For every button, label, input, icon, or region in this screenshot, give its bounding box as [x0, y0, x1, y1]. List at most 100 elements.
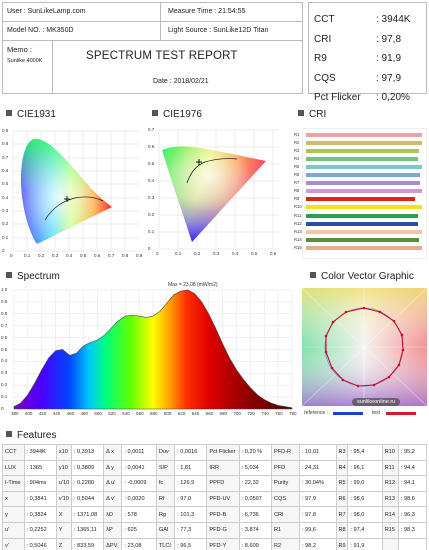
cri-bar	[306, 133, 422, 137]
cie1931-y-tick: 0.6	[2, 168, 9, 173]
features-key: v'	[2, 537, 25, 550]
features-value: : 6,736	[238, 506, 272, 523]
features-value: : 94,4	[397, 459, 428, 477]
spectrum-x-tick: 500	[94, 411, 102, 416]
features-key: R9	[335, 537, 349, 550]
features-key: I-Time	[2, 475, 25, 492]
cie1976-y-tick: 0.2	[148, 212, 155, 217]
cie1976-diagram	[158, 129, 279, 250]
features-row: I-Time: 904ms u'10: 0,2280 Δ u': -0,0009 fc…	[2, 475, 428, 492]
summary-value: : 91,9	[376, 53, 402, 64]
summary-row: R9: 91,9	[314, 49, 410, 69]
features-table: CCT: 3944K x10: 0,3913 Δ x: 0,0011 Duv: 0,0…	[2, 444, 428, 550]
section-marker-icon	[310, 272, 316, 278]
features-value: : -0,0009	[121, 475, 157, 492]
spectrum-x-tick: 680	[219, 411, 228, 416]
features-row: x: 0,3841 v'10: 0,5044 Δ v': 0,0020 Rf: 97,…	[2, 490, 428, 508]
features-key: CQS	[270, 490, 300, 508]
features-value: : 0,3809	[70, 459, 105, 477]
spectrum-chart	[13, 289, 293, 410]
features-key: λD	[103, 506, 123, 523]
features-value: : 5,034	[238, 459, 272, 477]
cri-bar-label: R1	[294, 132, 300, 137]
header-divider-memo	[52, 40, 53, 94]
cri-bar-label: R3	[294, 148, 300, 154]
spectrum-x-tick: 640	[191, 411, 200, 416]
summary-label: CQS	[314, 72, 336, 84]
features-key: Pct Flicker	[206, 444, 240, 461]
spectrum-x-tick: 660	[205, 411, 214, 416]
features-key: Purity	[270, 475, 300, 492]
spectrum-x-tick: 760	[275, 411, 283, 416]
color-vector-chart	[302, 288, 427, 406]
cri-bar	[306, 149, 420, 154]
features-key: R11	[381, 459, 399, 477]
memo-value: Sunlike 4000K	[7, 58, 43, 64]
cie1931-x-tick: 0.5	[80, 253, 87, 258]
features-key: PFD-R	[270, 444, 300, 461]
summary-row: CCT: 3944K	[314, 10, 410, 30]
cie1931-y-tick: 0.1	[2, 234, 9, 240]
features-row: CCT: 3944K x10: 0,3913 Δ x: 0,0011 Duv: 0,0…	[2, 444, 428, 461]
features-key: Duv	[155, 444, 176, 461]
features-title: Features	[6, 430, 56, 441]
summary-label: Pct Flicker	[314, 92, 361, 103]
summary-list: CCT: 3944K CRI: 97,8 R9: 91,9 CQS: 97,9 Pct …	[314, 10, 410, 108]
cri-chart-frame	[302, 128, 427, 259]
cri-bar	[306, 189, 422, 194]
section-marker-icon	[6, 110, 12, 116]
features-key: LUX	[2, 459, 25, 477]
user-field: User : SunLikeLamp.com	[7, 8, 86, 15]
legend-test-swatch	[386, 412, 416, 415]
cie1976-x-tick: 0	[156, 251, 159, 256]
features-key: R14	[381, 506, 399, 523]
features-value: : 625	[121, 521, 157, 539]
spectrum-y-tick: 1.0	[1, 287, 8, 292]
summary-box: CCT: 3944K CRI: 97,8 R9: 91,9 CQS: 97,9 Pct …	[308, 2, 427, 103]
spectrum-x-tick: 440	[52, 411, 61, 416]
cri-bar-label: R5	[294, 164, 300, 170]
features-key: IRR	[206, 459, 240, 477]
features-value: : 101,3	[174, 506, 208, 523]
summary-label: CRI	[314, 33, 332, 45]
features-value: : 97,9	[298, 490, 337, 508]
summary-row: CQS: 97,9	[314, 69, 410, 89]
cie1976-x-tick: 0.1	[175, 251, 182, 256]
features-value: : 77,3	[174, 521, 208, 539]
cri-bar-label: R14	[294, 236, 302, 242]
features-value: : 126,9	[174, 475, 208, 492]
features-key: PFD-G	[206, 521, 240, 539]
features-key: CRI	[270, 506, 300, 523]
cie1976-title: CIE1976	[152, 109, 202, 120]
spectrum-y-tick: 0.4	[1, 358, 8, 364]
features-row: y: 0,3824 X: 1371,08 λD: 578 Rg: 101,3 PFD-B…	[2, 506, 428, 523]
cri-bar-label: R8	[294, 188, 300, 194]
features-value: : 578	[121, 506, 157, 523]
features-value: : 98,2	[298, 537, 337, 550]
spectrum-y-tick: 0.7	[1, 322, 8, 328]
features-value: : 1365,11	[70, 521, 105, 539]
cri-bar	[306, 181, 421, 186]
spectrum-y-tick: 0.3	[1, 370, 8, 376]
legend-reference-swatch	[333, 412, 363, 415]
cie1931-x-tick: 0.2	[38, 253, 45, 258]
features-key: PFD-Y	[206, 537, 240, 550]
features-key: R13	[381, 490, 399, 508]
spectrum-y-tick: 0.1	[1, 394, 8, 400]
cie1976-x-tick: 0.2	[194, 251, 201, 256]
report-title: SPECTRUM TEST REPORT	[86, 50, 238, 62]
features-value: : 98,6	[397, 490, 428, 508]
cri-bar	[306, 173, 421, 178]
features-key: R6	[335, 490, 349, 508]
features-key: PPFD	[206, 475, 240, 492]
features-value: : 0,0597	[238, 490, 272, 508]
cri-bar-label: R9	[294, 196, 300, 202]
cie1931-test-marker	[64, 196, 70, 202]
spectrum-y-tick: 0.5	[1, 346, 8, 352]
cri-bar	[306, 245, 422, 250]
cri-bar	[306, 213, 419, 218]
cie1931-x-tick: 0.6	[94, 253, 101, 258]
spectrum-x-tick: 740	[261, 411, 269, 416]
features-key: GAI	[155, 521, 176, 539]
features-key: R7	[335, 506, 349, 523]
